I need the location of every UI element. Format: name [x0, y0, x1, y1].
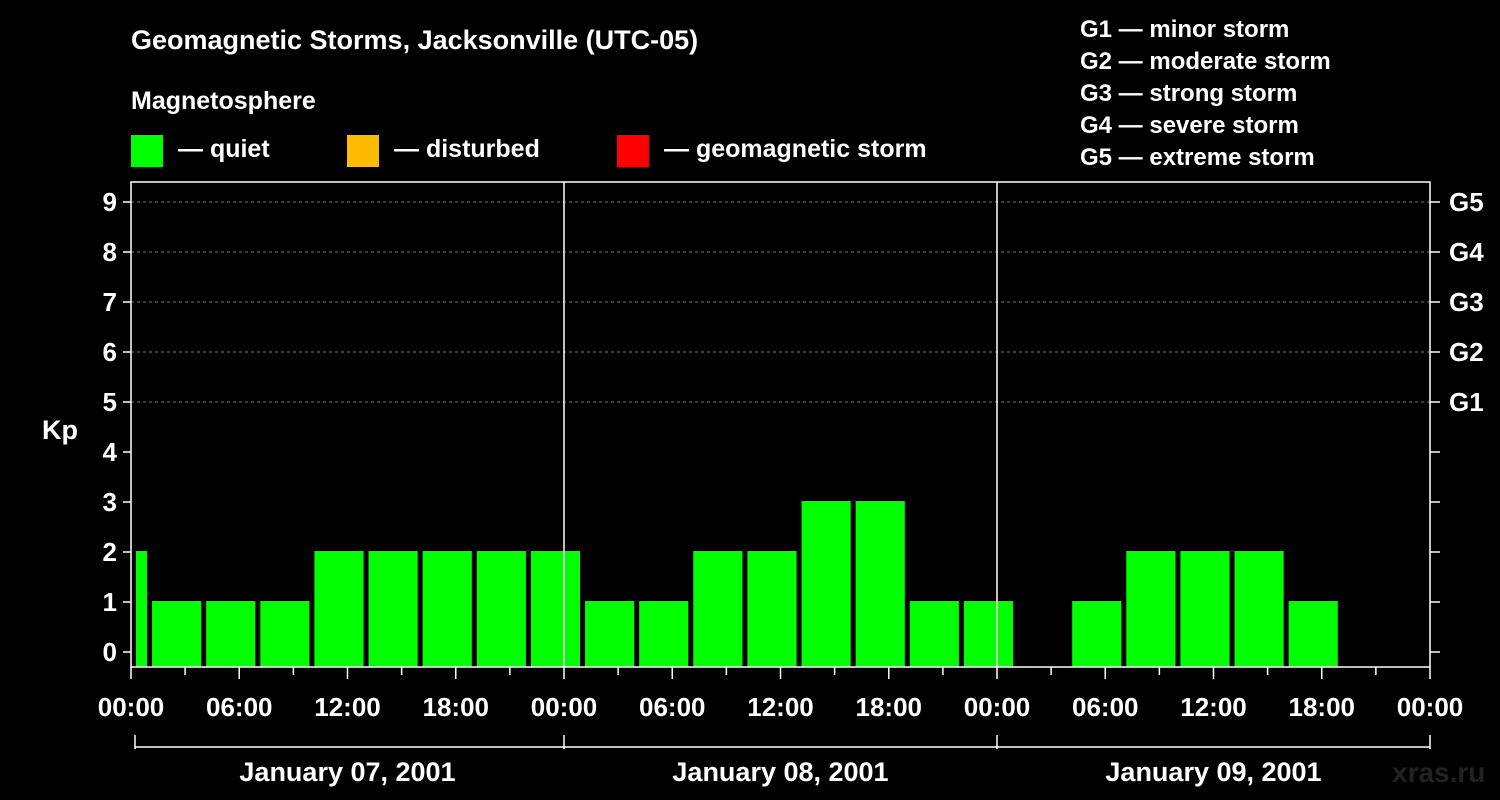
x-tick-label-11: 18:00: [1289, 692, 1356, 722]
x-tick-label-0: 00:00: [98, 692, 165, 722]
legend-label-quiet: — quiet: [178, 135, 270, 163]
g-level-label-G1: G1: [1449, 387, 1484, 417]
y-tick-label-3: 3: [103, 487, 117, 517]
y-tick-label-4: 4: [103, 437, 118, 467]
x-tick-label-8: 00:00: [964, 692, 1031, 722]
bar-12: [747, 551, 797, 667]
g-level-label-G2: G2: [1449, 337, 1484, 367]
y-tick-label-2: 2: [103, 537, 117, 567]
gridlines: [131, 201, 1430, 403]
legend-swatch-quiet: [131, 135, 163, 167]
x-tick-label-7: 18:00: [856, 692, 923, 722]
bar-15: [909, 601, 959, 667]
bar-16: [963, 601, 1014, 667]
bar-11: [693, 551, 743, 667]
bar-20: [1234, 551, 1284, 667]
y-tick-label-5: 5: [103, 387, 117, 417]
x-tick-label-9: 06:00: [1072, 692, 1139, 722]
g-level-label-G5: G5: [1449, 187, 1484, 217]
section-label: Magnetosphere: [131, 87, 316, 115]
y-tick-label-7: 7: [103, 287, 117, 317]
y-tick-label-6: 6: [103, 337, 117, 367]
y-tick-label-8: 8: [103, 237, 117, 267]
bar-13: [801, 501, 851, 667]
bars: [136, 501, 1338, 667]
x-tick-label-1: 06:00: [206, 692, 273, 722]
day-label-1: January 08, 2001: [672, 757, 888, 787]
y-tick-label-9: 9: [103, 187, 117, 217]
x-tick-label-4: 00:00: [531, 692, 598, 722]
x-tick-label-10: 12:00: [1180, 692, 1247, 722]
legend-swatch-disturbed: [347, 135, 379, 167]
bar-7: [476, 551, 526, 667]
bar-17: [1072, 601, 1122, 667]
bar-10: [639, 601, 689, 667]
x-tick-label-3: 18:00: [423, 692, 490, 722]
bar-14: [855, 501, 905, 667]
bar-9: [585, 601, 635, 667]
bar-19: [1180, 551, 1230, 667]
day-label-2: January 09, 2001: [1105, 757, 1321, 787]
bar-8: [530, 551, 581, 667]
x-tick-label-5: 06:00: [639, 692, 706, 722]
x-tick-label-2: 12:00: [314, 692, 381, 722]
g-scale-g2: G2 — moderate storm: [1080, 48, 1331, 75]
legend-label-storm: — geomagnetic storm: [664, 135, 927, 163]
bar-5: [368, 551, 418, 667]
bar-2: [206, 601, 256, 667]
x-tick-label-12: 00:00: [1397, 692, 1464, 722]
bar-4: [314, 551, 364, 667]
y-ticks: 0 1 2 3 4 5 6 7 8 9: [103, 187, 131, 667]
watermark: xras.ru: [1392, 757, 1485, 788]
y-tick-label-1: 1: [103, 587, 117, 617]
g-scale-g1: G1 — minor storm: [1080, 16, 1289, 43]
legend-swatch-storm: [617, 135, 649, 167]
bar-21: [1288, 601, 1338, 667]
x-tick-label-6: 12:00: [747, 692, 814, 722]
right-g-ticks: G1 G2 G3 G4 G5: [1430, 187, 1484, 653]
status-legend: — quiet — disturbed — geomagnetic storm: [131, 135, 927, 167]
y-tick-label-0: 0: [103, 637, 117, 667]
g-level-label-G4: G4: [1449, 237, 1484, 267]
x-ticks: 00:00 06:00 12:00 18:00 00:00 06:00 12:00 18:00…: [98, 667, 1464, 722]
g-scale-legend: G1 — minor storm G2 — moderate storm G3 …: [1080, 16, 1331, 171]
bar-3: [260, 601, 310, 667]
legend-label-disturbed: — disturbed: [394, 135, 540, 163]
day-label-0: January 07, 2001: [239, 757, 455, 787]
day-labels: January 07, 2001 January 08, 2001 January …: [134, 735, 1431, 787]
g-scale-g5: G5 — extreme storm: [1080, 144, 1315, 171]
bar-18: [1126, 551, 1176, 667]
g-scale-g3: G3 — strong storm: [1080, 80, 1297, 107]
g-level-label-G3: G3: [1449, 287, 1484, 317]
bar-0: [136, 551, 148, 667]
y-axis-label: Kp: [42, 415, 78, 445]
g-scale-g4: G4 — severe storm: [1080, 112, 1299, 139]
chart-title: Geomagnetic Storms, Jacksonville (UTC-05…: [131, 25, 698, 55]
bar-1: [152, 601, 202, 667]
bar-6: [422, 551, 472, 667]
